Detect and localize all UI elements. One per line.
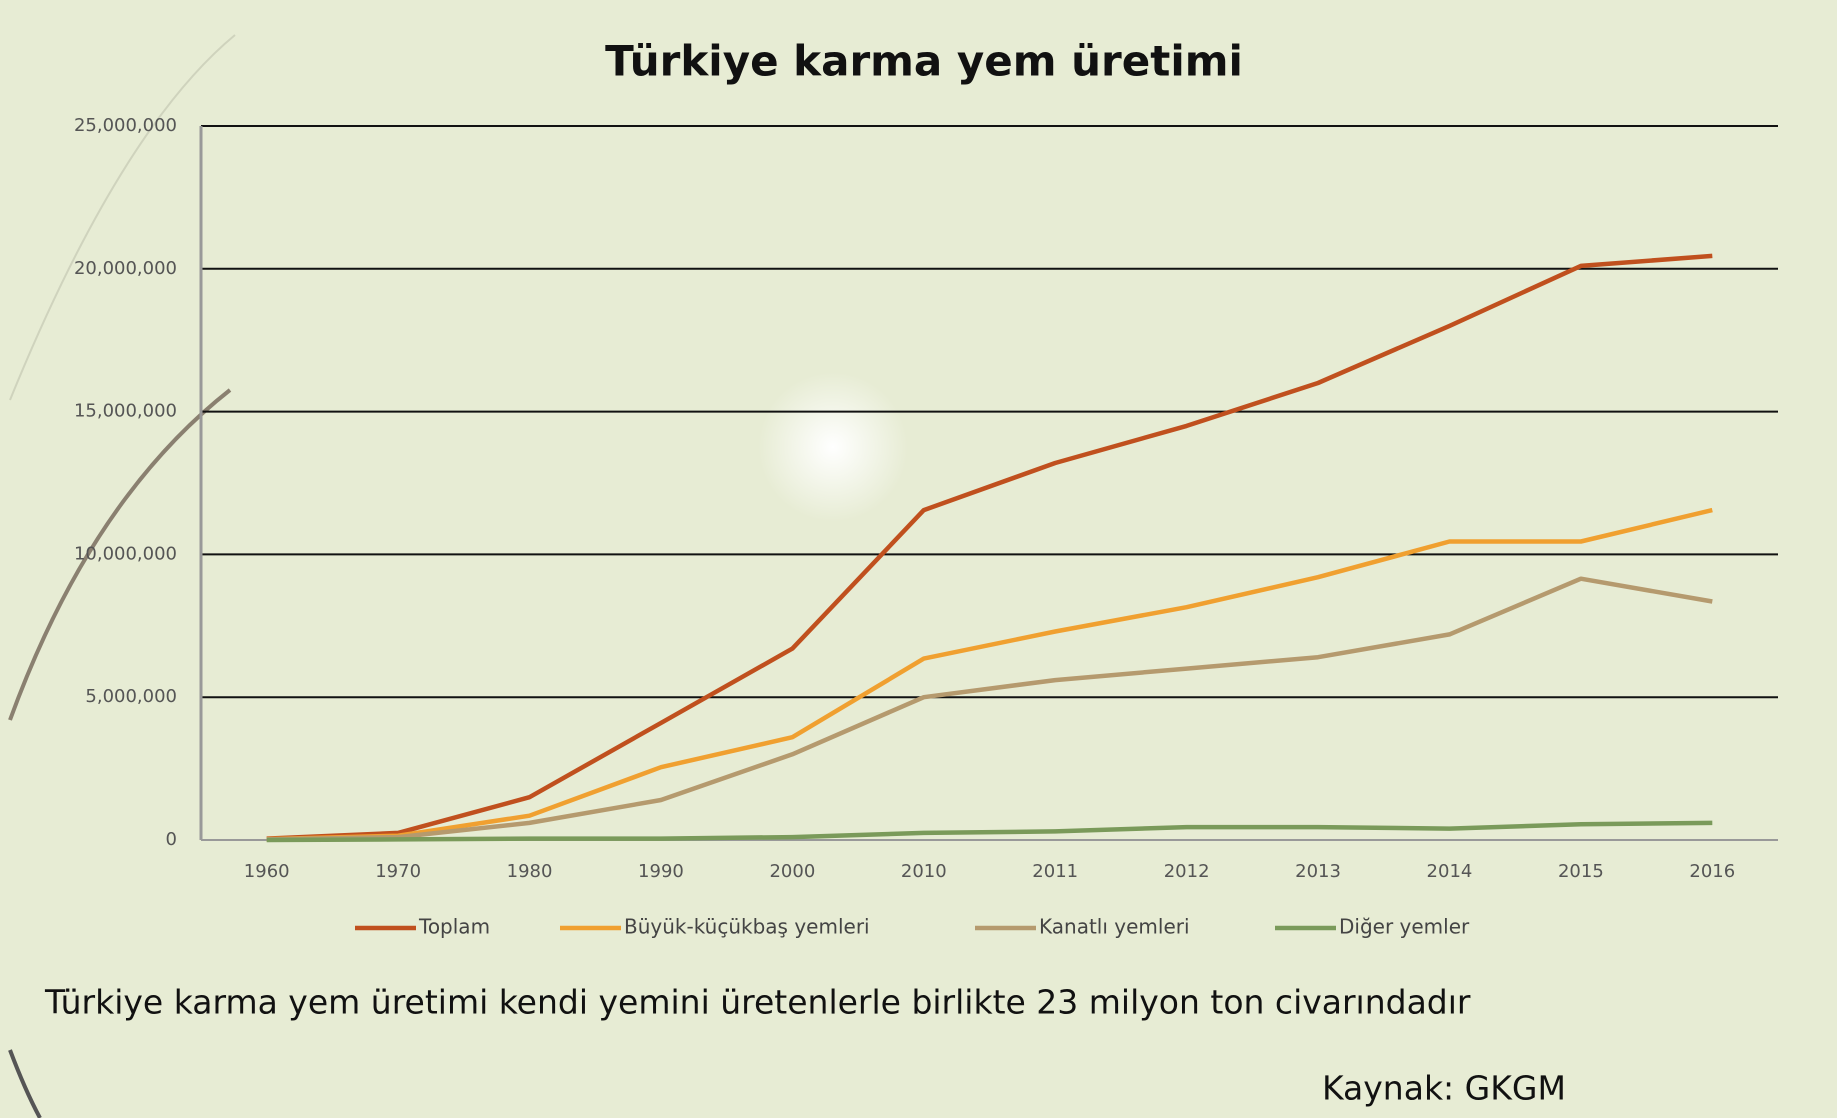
y-tick-label: 25,000,000 xyxy=(74,115,177,136)
y-tick-label: 0 xyxy=(166,829,177,850)
decor-arc xyxy=(8,388,232,721)
legend-label: Büyük-küçükbaş yemleri xyxy=(624,915,870,939)
x-tick-label: 2000 xyxy=(769,861,815,882)
x-tick-label: 2014 xyxy=(1427,861,1473,882)
series-line xyxy=(266,820,1713,843)
x-tick-label: 1970 xyxy=(375,861,421,882)
legend-label: Diğer yemler xyxy=(1339,915,1470,939)
caption: Türkiye karma yem üretimi kendi yemini ü… xyxy=(44,983,1471,1022)
y-tick-label: 10,000,000 xyxy=(74,543,177,564)
x-tick-label: 2011 xyxy=(1032,861,1078,882)
series-line xyxy=(266,507,1713,842)
decor-arc xyxy=(9,34,236,401)
x-tick-label: 2013 xyxy=(1295,861,1341,882)
y-tick-label: 5,000,000 xyxy=(85,686,177,707)
series-line xyxy=(266,253,1713,841)
x-tick-label: 1990 xyxy=(638,861,684,882)
x-tick-label: 1980 xyxy=(507,861,553,882)
source: Kaynak: GKGM xyxy=(1322,1069,1566,1108)
x-tick-label: 2016 xyxy=(1689,861,1735,882)
x-tick-label: 1960 xyxy=(244,861,290,882)
legend-label: Kanatlı yemleri xyxy=(1039,915,1190,939)
x-tick-label: 2012 xyxy=(1164,861,1210,882)
legend-label: Toplam xyxy=(418,915,490,939)
y-tick-label: 20,000,000 xyxy=(74,258,177,279)
chart-title: Türkiye karma yem üretimi xyxy=(605,37,1243,86)
series-line xyxy=(266,576,1713,842)
glow xyxy=(758,372,908,522)
y-tick-label: 15,000,000 xyxy=(74,401,177,422)
x-tick-label: 2015 xyxy=(1558,861,1604,882)
decor-arc xyxy=(8,1049,42,1118)
x-tick-label: 2010 xyxy=(901,861,947,882)
